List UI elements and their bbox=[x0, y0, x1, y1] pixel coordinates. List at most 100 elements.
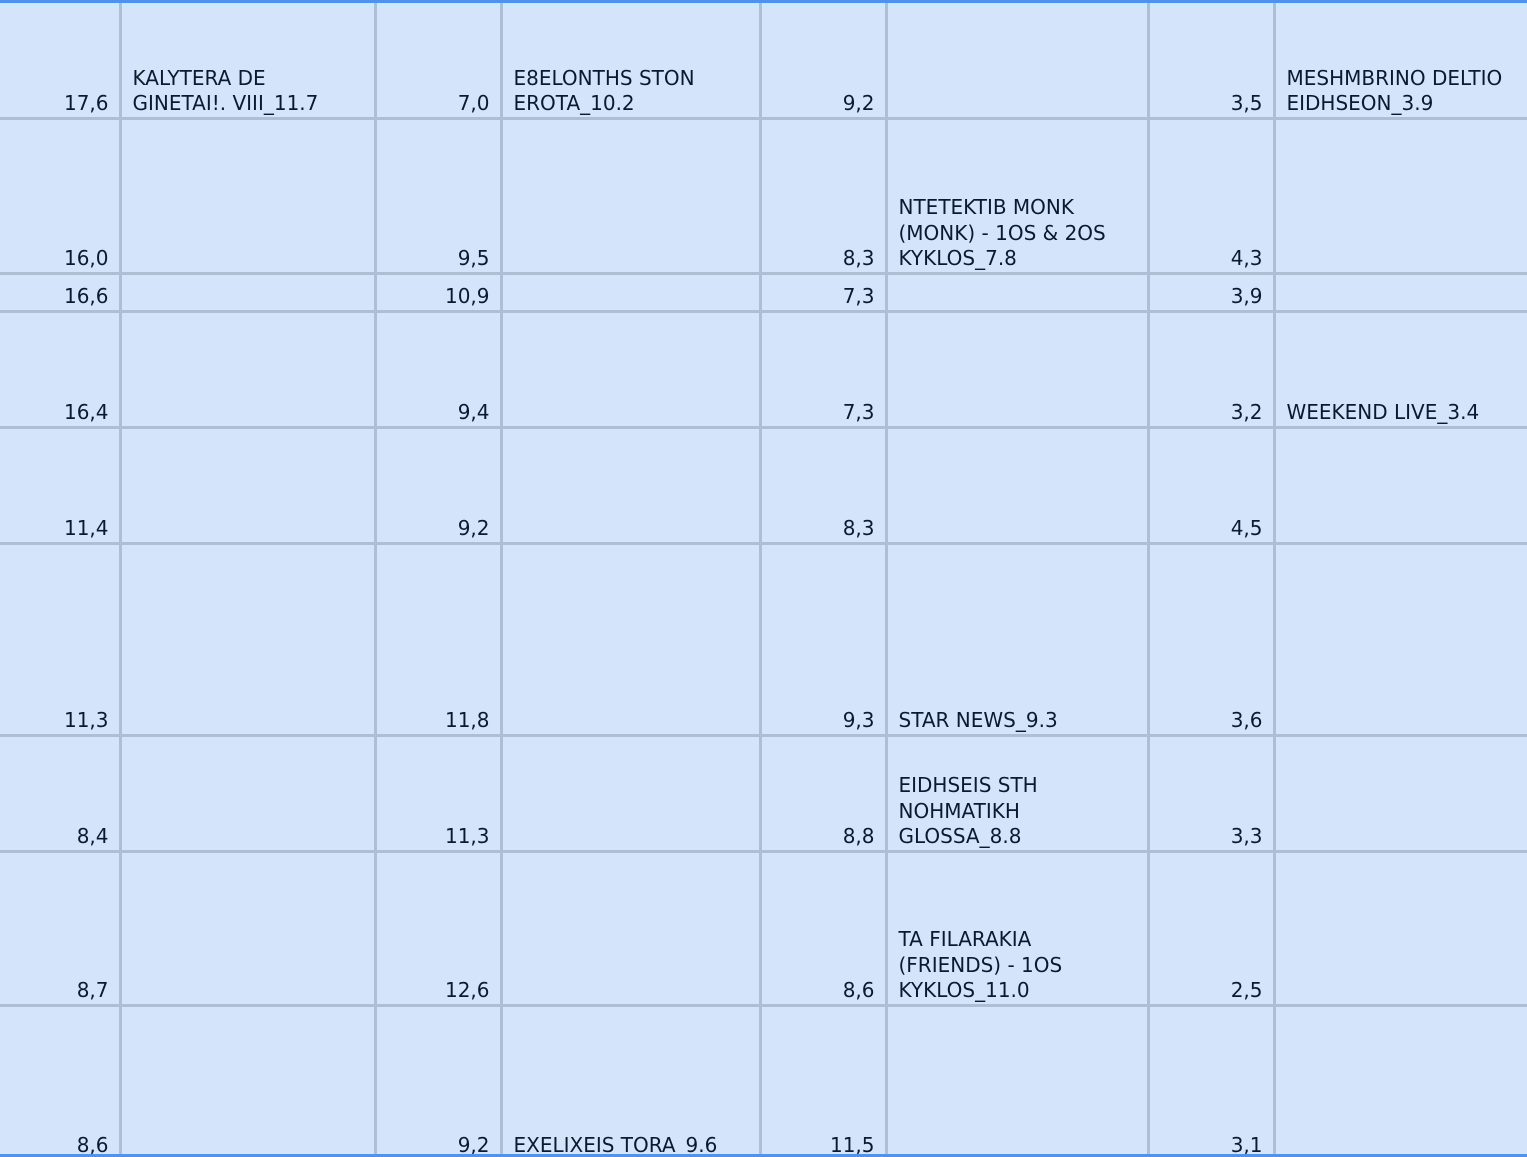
cell-program-a[interactable] bbox=[118, 849, 377, 1007]
cell-share-b[interactable]: 10,9 bbox=[373, 271, 503, 313]
cell-program-b[interactable] bbox=[499, 271, 762, 313]
cell-value: EXELIXEIS TORA_9.6 bbox=[513, 1132, 718, 1157]
cell-share-b[interactable]: 9,2 bbox=[373, 425, 503, 545]
cell-program-c[interactable] bbox=[884, 271, 1150, 313]
cell-program-b[interactable] bbox=[499, 541, 762, 737]
cell-value: 3,6 bbox=[1230, 708, 1263, 732]
cell-value: 9,4 bbox=[457, 400, 490, 424]
cell-value: 9,2 bbox=[457, 516, 490, 540]
cell-program-a[interactable] bbox=[118, 116, 377, 275]
cell-share-c[interactable]: 8,8 bbox=[758, 733, 888, 853]
table-row: 11,3 11,8 9,3 STAR NEWS_9.3 3,6 bbox=[0, 541, 1527, 737]
cell-program-a[interactable] bbox=[118, 309, 377, 429]
cell-share-a-highlighted[interactable]: 16,6 bbox=[0, 271, 122, 313]
cell-share-c[interactable]: 9,3 bbox=[758, 541, 888, 737]
cell-program-d[interactable] bbox=[1272, 849, 1527, 1007]
cell-program-b[interactable] bbox=[499, 425, 762, 545]
cell-program-d[interactable]: MESHMBRINO DELTIO EIDHSEON_3.9 bbox=[1272, 3, 1527, 120]
cell-share-a-highlighted[interactable]: 17,6 bbox=[0, 3, 122, 120]
cell-share-d[interactable]: 3,9 bbox=[1146, 271, 1276, 313]
cell-share-b[interactable]: 7,0 bbox=[373, 3, 503, 120]
cell-value: 3,2 bbox=[1230, 400, 1263, 424]
cell-program-d[interactable] bbox=[1272, 541, 1527, 737]
cell-program-b[interactable]: EXELIXEIS TORA_9.6 bbox=[499, 1003, 762, 1157]
cell-value: WEEKEND LIVE_3.4 bbox=[1286, 400, 1480, 424]
cell-share-c[interactable]: 8,6 bbox=[758, 849, 888, 1007]
cell-program-d[interactable]: WEEKEND LIVE_3.4 bbox=[1272, 309, 1527, 429]
cell-program-d[interactable] bbox=[1272, 1003, 1527, 1154]
cell-share-b-highlighted[interactable]: 11,3 bbox=[373, 733, 503, 853]
cell-program-c[interactable] bbox=[884, 309, 1150, 429]
cell-program-b[interactable] bbox=[499, 309, 762, 429]
table-row: 8,7 12,6 8,6 TA FILARAKIA (FRIENDS) - 1OS K… bbox=[0, 849, 1527, 1007]
cell-value: 2,5 bbox=[1230, 978, 1263, 1002]
cell-value: 11,5 bbox=[829, 1132, 875, 1157]
cell-program-d[interactable] bbox=[1272, 271, 1527, 313]
cell-program-d[interactable] bbox=[1272, 733, 1527, 853]
cell-value: EIDHSEIS STH NOHMATIKH GLOSSA_8.8 bbox=[898, 773, 1038, 848]
table-row: 8,4 11,3 8,8 EIDHSEIS STH NOHMATIKH GLOSSA_… bbox=[0, 733, 1527, 853]
cell-value: 3,9 bbox=[1230, 284, 1263, 308]
cell-value: 8,8 bbox=[842, 824, 875, 848]
cell-share-d[interactable]: 4,5 bbox=[1146, 425, 1276, 545]
cell-program-c[interactable] bbox=[884, 1003, 1150, 1154]
cell-program-a[interactable]: KALYTERA DE GINETAI!. VIII_11.7 bbox=[118, 3, 377, 120]
cell-share-c[interactable]: 7,3 bbox=[758, 309, 888, 429]
cell-program-c[interactable]: EIDHSEIS STH NOHMATIKH GLOSSA_8.8 bbox=[884, 733, 1150, 853]
cell-share-b-highlighted[interactable]: 12,6 bbox=[373, 849, 503, 1007]
cell-share-b-highlighted[interactable]: 11,8 bbox=[373, 541, 503, 737]
cell-program-b[interactable]: E8ELONTHS STON EROTA_10.2 bbox=[499, 3, 762, 120]
table-row: 16,0 9,5 8,3 NTETEKTIB MONK (MONK) - 1OS & … bbox=[0, 116, 1527, 275]
cell-share-a[interactable]: 8,7 bbox=[0, 849, 122, 1007]
cell-program-a[interactable] bbox=[118, 733, 377, 853]
cell-share-b[interactable]: 9,5 bbox=[373, 116, 503, 275]
cell-program-b[interactable] bbox=[499, 849, 762, 1007]
cell-share-d[interactable]: 3,3 bbox=[1146, 733, 1276, 853]
cell-value: 16,4 bbox=[63, 400, 109, 424]
cell-program-c[interactable] bbox=[884, 3, 1150, 120]
cell-share-c[interactable]: 7,3 bbox=[758, 271, 888, 313]
cell-share-d[interactable]: 3,6 bbox=[1146, 541, 1276, 737]
cell-share-d[interactable]: 3,5 bbox=[1146, 3, 1276, 120]
cell-share-a-highlighted[interactable]: 11,4 bbox=[0, 425, 122, 545]
cell-program-b[interactable] bbox=[499, 733, 762, 853]
cell-program-a[interactable] bbox=[118, 541, 377, 737]
cell-share-a[interactable]: 8,4 bbox=[0, 733, 122, 853]
cell-share-c-highlighted[interactable]: 11,5 bbox=[758, 1003, 888, 1157]
cell-value: 7,0 bbox=[457, 91, 490, 115]
cell-value: 3,1 bbox=[1230, 1132, 1263, 1157]
cell-program-a[interactable] bbox=[118, 1003, 377, 1154]
cell-share-b[interactable]: 9,2 bbox=[373, 1003, 503, 1154]
cell-share-c[interactable]: 8,3 bbox=[758, 116, 888, 275]
cell-program-c[interactable]: NTETEKTIB MONK (MONK) - 1OS & 2OS KYKLOS… bbox=[884, 116, 1150, 275]
cell-program-d[interactable] bbox=[1272, 116, 1527, 275]
cell-share-c[interactable]: 8,3 bbox=[758, 425, 888, 545]
table-row: 17,6 KALYTERA DE GINETAI!. VIII_11.7 7,0 E8… bbox=[0, 3, 1527, 120]
table-row: 8,6 9,2 EXELIXEIS TORA_9.6 11,5 3,1 bbox=[0, 1003, 1527, 1157]
cell-share-d[interactable]: 2,5 bbox=[1146, 849, 1276, 1007]
cell-share-d[interactable]: 4,3 bbox=[1146, 116, 1276, 275]
cell-share-d[interactable]: 3,1 bbox=[1146, 1003, 1276, 1157]
cell-program-c[interactable] bbox=[884, 425, 1150, 545]
cell-program-b[interactable] bbox=[499, 116, 762, 275]
cell-program-c[interactable]: TA FILARAKIA (FRIENDS) - 1OS KYKLOS_11.0 bbox=[884, 849, 1150, 1007]
cell-program-d[interactable] bbox=[1272, 425, 1527, 545]
cell-share-a-highlighted[interactable]: 16,0 bbox=[0, 116, 122, 275]
cell-share-c[interactable]: 9,2 bbox=[758, 3, 888, 120]
cell-value: 8,6 bbox=[76, 1132, 109, 1157]
cell-program-a[interactable] bbox=[118, 425, 377, 545]
cell-value: TA FILARAKIA (FRIENDS) - 1OS KYKLOS_11.0 bbox=[898, 927, 1063, 1002]
cell-share-b[interactable]: 9,4 bbox=[373, 309, 503, 429]
cell-share-a-highlighted[interactable]: 16,4 bbox=[0, 309, 122, 429]
cell-value: NTETEKTIB MONK (MONK) - 1OS & 2OS KYKLOS… bbox=[898, 195, 1106, 270]
cell-share-a[interactable]: 8,6 bbox=[0, 1003, 122, 1157]
cell-value: E8ELONTHS STON EROTA_10.2 bbox=[513, 65, 695, 116]
cell-value: 8,4 bbox=[76, 824, 109, 848]
cell-program-a[interactable] bbox=[118, 271, 377, 313]
cell-value: 10,9 bbox=[444, 284, 490, 308]
cell-value: 11,8 bbox=[444, 708, 490, 732]
cell-program-c[interactable]: STAR NEWS_9.3 bbox=[884, 541, 1150, 737]
cell-share-d[interactable]: 3,2 bbox=[1146, 309, 1276, 429]
cell-share-a[interactable]: 11,3 bbox=[0, 541, 122, 737]
